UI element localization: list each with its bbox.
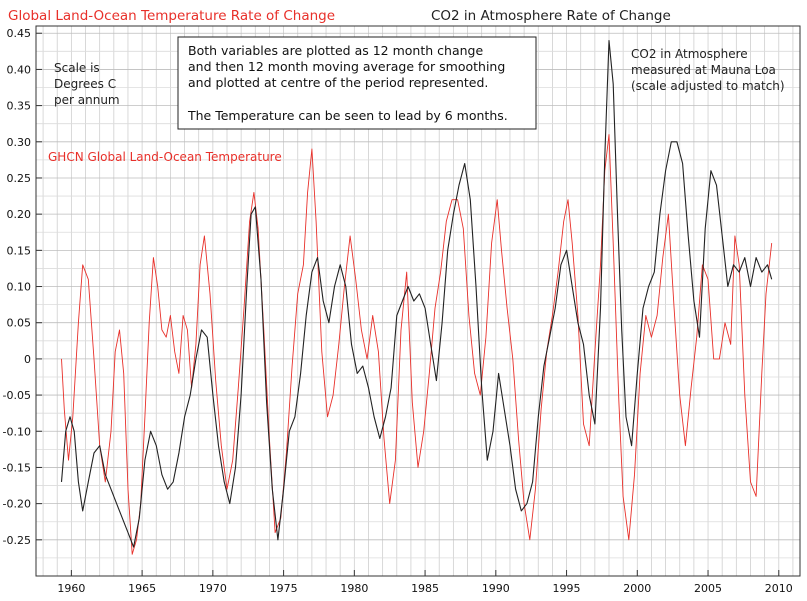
- co2-note-line: CO2 in Atmosphere: [631, 47, 748, 61]
- explanation-line: The Temperature can be seen to lead by 6…: [187, 108, 508, 123]
- y-tick-label: -0.10: [3, 425, 31, 438]
- co2-note-line: measured at Mauna Loa: [631, 63, 776, 77]
- temperature-series-line: [61, 134, 773, 555]
- y-tick-label: 0.05: [7, 317, 32, 330]
- y-tick-label: 0: [24, 353, 31, 366]
- scale-note-line: Scale is: [54, 61, 100, 75]
- scale-note: Scale is Degrees C per annum: [54, 61, 120, 107]
- co2-note-line: (scale adjusted to match): [631, 79, 785, 93]
- scale-note-line: per annum: [54, 93, 120, 107]
- y-tick-label: 0.30: [7, 136, 32, 149]
- scale-note-line: Degrees C: [54, 77, 116, 91]
- x-tick-label: 2005: [694, 582, 722, 595]
- y-tick-label: -0.05: [3, 389, 31, 402]
- co2-series-line: [60, 39, 773, 548]
- y-tick-label: 0.45: [7, 27, 32, 40]
- x-tick-label: 1980: [340, 582, 368, 595]
- plot-frame: [35, 25, 801, 577]
- co2-note: CO2 in Atmosphere measured at Mauna Loa …: [631, 47, 785, 93]
- chart-title-temperature: Global Land-Ocean Temperature Rate of Ch…: [8, 8, 335, 24]
- explanation-box: Both variables are plotted as 12 month c…: [177, 36, 537, 130]
- x-tick-label: 1970: [199, 582, 227, 595]
- x-tick-label: 1975: [270, 582, 298, 595]
- x-tick-label: 1965: [128, 582, 156, 595]
- explanation-box-frame: [177, 36, 537, 130]
- y-tick-label: 0.35: [7, 100, 32, 113]
- temperature-series-label: GHCN Global Land-Ocean Temperature: [48, 150, 282, 164]
- y-tick-label: -0.20: [3, 498, 31, 511]
- explanation-line: and then 12 month moving average for smo…: [188, 59, 505, 74]
- explanation-line: and plotted at centre of the period repr…: [188, 75, 488, 90]
- y-tick-label: 0.10: [7, 281, 32, 294]
- x-tick-label: 1985: [411, 582, 439, 595]
- x-tick-label: 2010: [765, 582, 793, 595]
- explanation-line: Both variables are plotted as 12 month c…: [188, 43, 483, 58]
- x-tick-label: 2000: [623, 582, 651, 595]
- y-tick-label: -0.25: [3, 534, 31, 547]
- x-tick-label: 1960: [57, 582, 85, 595]
- y-tick-label: 0.20: [7, 208, 32, 221]
- y-tick-label: 0.40: [7, 63, 32, 76]
- x-tick-label: 1995: [553, 582, 581, 595]
- y-tick-label: -0.15: [3, 461, 31, 474]
- y-tick-label: 0.25: [7, 172, 32, 185]
- x-axis: 1960 1965 1970 1975 1980 1985 1990 1995 2000 2005…: [57, 570, 793, 595]
- chart-title-co2: CO2 in Atmosphere Rate of Change: [431, 8, 671, 24]
- series-lines: [60, 39, 773, 555]
- y-axis: 0.45 0.40 0.35 0.30 0.25 0.20 0.15 0.10 0.05 0 -0.…: [3, 27, 42, 547]
- x-tick-label: 1990: [482, 582, 510, 595]
- y-tick-label: 0.15: [7, 244, 32, 257]
